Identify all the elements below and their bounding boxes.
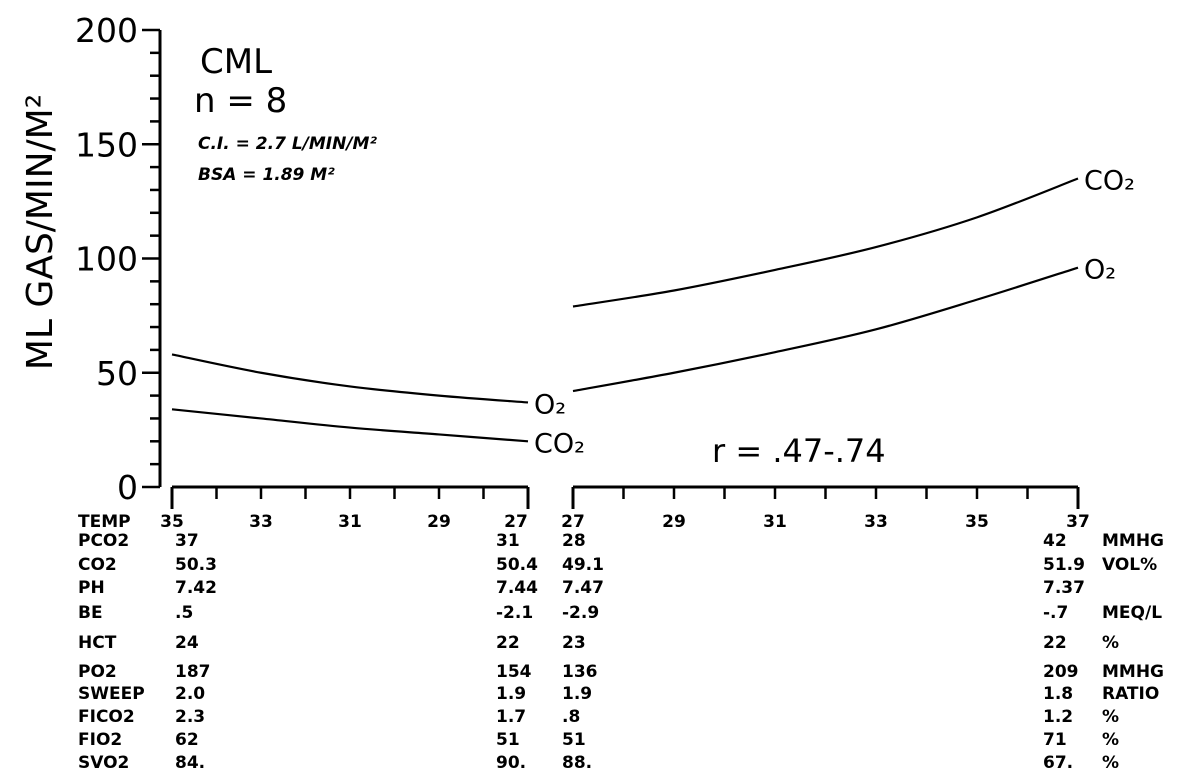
table-cell: 136 xyxy=(562,662,598,682)
series-label: O₂ xyxy=(534,389,566,420)
series-label: CO₂ xyxy=(534,428,585,459)
table-cell: 51 xyxy=(496,730,520,750)
table-cell: 50.3 xyxy=(175,555,217,575)
y-tick-label: 0 xyxy=(117,468,138,507)
table-cell: 51 xyxy=(562,730,586,750)
table-cell: 22 xyxy=(1043,633,1067,653)
x-tick-label: 35 xyxy=(965,512,989,532)
table-cell: 67. xyxy=(1043,753,1073,773)
table-cell: 1.8 xyxy=(1043,684,1073,704)
table-cell: 23 xyxy=(562,633,586,653)
table-cell: 7.42 xyxy=(175,578,217,598)
table-cell: -2.1 xyxy=(496,603,533,623)
y-tick-label: 150 xyxy=(75,125,138,164)
table-unit: % xyxy=(1102,753,1119,773)
series-label: O₂ xyxy=(1084,255,1116,286)
table-cell: 88. xyxy=(562,753,592,773)
table-row-label: CO2 xyxy=(78,555,117,575)
table-cell: 49.1 xyxy=(562,555,604,575)
table-row-label: SWEEP xyxy=(78,684,145,704)
series-label: CO₂ xyxy=(1084,166,1135,197)
series-line-cooling-b xyxy=(171,408,529,443)
table-row-label: HCT xyxy=(78,633,117,653)
group-label: CML xyxy=(200,42,272,82)
table-cell: 62 xyxy=(175,730,199,750)
table-cell: 1.9 xyxy=(562,684,592,704)
series-line-rewarming-a xyxy=(572,177,1079,308)
table-row-label: PH xyxy=(78,578,105,598)
table-unit: VOL% xyxy=(1102,555,1157,575)
table-cell: 22 xyxy=(496,633,520,653)
table-cell: 51.9 xyxy=(1043,555,1085,575)
table-cell: -2.9 xyxy=(562,603,599,623)
table-unit: MMHG xyxy=(1102,662,1164,682)
x-tick-label: 29 xyxy=(427,512,451,532)
table-cell: 31 xyxy=(496,531,520,551)
table-row-label: FIO2 xyxy=(78,730,122,750)
table-cell: 1.2 xyxy=(1043,707,1073,727)
series-line-rewarming-b xyxy=(572,266,1079,393)
x-tick-label: 33 xyxy=(249,512,273,532)
table-cell: 90. xyxy=(496,753,526,773)
table-cell: 37 xyxy=(175,531,199,551)
table-unit: % xyxy=(1102,633,1119,653)
x-tick-label: 29 xyxy=(662,512,686,532)
table-unit: RATIO xyxy=(1102,684,1159,704)
ci-label: C.I. = 2.7 L/MIN/M² xyxy=(198,134,377,154)
x-tick-label: 27 xyxy=(504,512,528,532)
table-unit: MEQ/L xyxy=(1102,603,1162,623)
table-cell: 209 xyxy=(1043,662,1079,682)
table-cell: 2.3 xyxy=(175,707,205,727)
table-temp-label: TEMP xyxy=(78,512,131,532)
y-axis-label: ML GAS/MIN/M² xyxy=(20,94,61,370)
table-unit: % xyxy=(1102,707,1119,727)
table-cell: 7.37 xyxy=(1043,578,1085,598)
table-row-label: SVO2 xyxy=(78,753,129,773)
curves: O₂ CO₂ CO₂ O₂ xyxy=(171,166,1135,459)
table-row-label: PCO2 xyxy=(78,531,129,551)
x-tick-label: 35 xyxy=(160,512,184,532)
y-tick-label: 200 xyxy=(75,11,138,50)
y-tick-label: 100 xyxy=(75,240,138,279)
table-row-label: BE xyxy=(78,603,103,623)
table-cell: 2.0 xyxy=(175,684,205,704)
table-cell: 187 xyxy=(175,662,211,682)
table-cell: 42 xyxy=(1043,531,1067,551)
table-cell: -.7 xyxy=(1043,603,1068,623)
table-cell: 50.4 xyxy=(496,555,538,575)
table-cell: 71 xyxy=(1043,730,1067,750)
table-cell: 84. xyxy=(175,753,205,773)
table-cell: 1.7 xyxy=(496,707,526,727)
x-tick-label: 27 xyxy=(561,512,585,532)
table-cell: .8 xyxy=(562,707,580,727)
table-cell: 1.9 xyxy=(496,684,526,704)
table-unit: % xyxy=(1102,730,1119,750)
table-cell: .5 xyxy=(175,603,193,623)
r-label: r = .47-.74 xyxy=(712,432,886,470)
table-cell: 28 xyxy=(562,531,586,551)
table-cell: 7.44 xyxy=(496,578,538,598)
n-label: n = 8 xyxy=(194,81,287,121)
x-tick-label: 33 xyxy=(864,512,888,532)
axes: 0 50 100 150 200 35 33 31 29 27 27 29 31 33 35 37 xyxy=(75,11,1090,532)
table-cell: 154 xyxy=(496,662,532,682)
series-line-cooling-a xyxy=(171,353,529,404)
table-unit: MMHG xyxy=(1102,531,1164,551)
y-tick-label: 50 xyxy=(96,354,138,393)
table-cell: 7.47 xyxy=(562,578,604,598)
x-tick-label: 31 xyxy=(763,512,787,532)
table-row-label: FICO2 xyxy=(78,707,135,727)
x-tick-label: 37 xyxy=(1066,512,1090,532)
table-row-label: PO2 xyxy=(78,662,117,682)
bsa-label: BSA = 1.89 M² xyxy=(198,165,335,185)
x-tick-label: 31 xyxy=(338,512,362,532)
table-cell: 24 xyxy=(175,633,199,653)
